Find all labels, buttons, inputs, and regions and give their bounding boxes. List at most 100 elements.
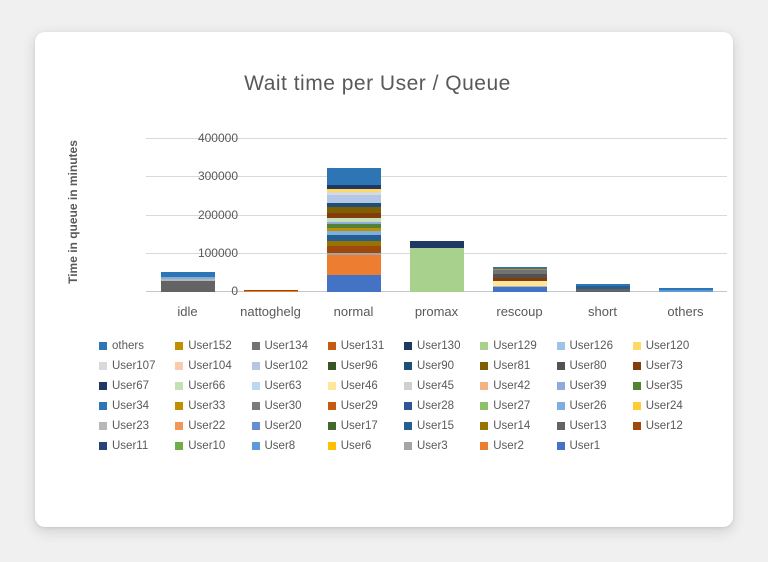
x-axis-label-idle: idle (177, 304, 198, 319)
legend-swatch-User80 (556, 362, 565, 370)
y-tick-label: 300000 (197, 169, 238, 184)
legend-item-User39: User39 (556, 380, 633, 392)
legend-item-User15: User15 (404, 420, 480, 432)
legend-label: User15 (417, 420, 455, 432)
legend-item-User104: User104 (175, 360, 251, 372)
legend-swatch-User129 (480, 342, 489, 350)
y-tick-label: 0 (231, 284, 238, 298)
bar-segment-normal-User33 (326, 227, 381, 231)
legend-item-User67: User67 (99, 380, 175, 392)
legend-swatch-others (99, 342, 107, 350)
legend-swatch-User131 (327, 342, 336, 350)
legend-swatch-User20 (251, 422, 260, 430)
bar-segment-normal-User73 (326, 212, 381, 218)
bar-segment-normal-User15 (326, 234, 381, 241)
legend-swatch-User42 (480, 382, 489, 390)
legend-label: User96 (340, 360, 378, 372)
legend-label: User26 (569, 400, 607, 412)
legend-swatch-User134 (251, 342, 260, 350)
bar-segment-normal-User107 (326, 191, 381, 196)
legend-swatch-User46 (327, 382, 336, 390)
legend-label: User130 (417, 340, 461, 352)
legend-item-User10: User10 (175, 440, 251, 452)
legend-item-User28: User28 (404, 400, 480, 412)
chart-legend: others User152 User134 User131 User130 User12… (99, 340, 709, 452)
legend-label: User11 (112, 440, 149, 452)
legend-label: User34 (112, 400, 150, 412)
x-axis-label-normal: normal (333, 304, 374, 319)
y-axis-title: Time in queue in minutes (66, 140, 80, 284)
legend-item-User23: User23 (99, 420, 175, 432)
legend-item-User130: User130 (404, 340, 480, 352)
legend-swatch-User104 (175, 362, 184, 370)
legend-swatch-User63 (251, 382, 260, 390)
bar-segment-normal-User130 (326, 185, 381, 189)
legend-item-User6: User6 (327, 440, 404, 452)
bar-segment-rescoup-User134 (492, 270, 547, 275)
legend-swatch-User26 (556, 402, 565, 410)
legend-label: User23 (112, 420, 150, 432)
legend-label: User6 (340, 440, 372, 452)
legend-label: User120 (645, 340, 690, 352)
legend-swatch-User45 (404, 382, 412, 390)
legend-label: User22 (188, 420, 226, 432)
legend-item-User26: User26 (556, 400, 633, 412)
legend-label: User107 (112, 360, 156, 372)
legend-label: User102 (264, 360, 308, 372)
bar-nattoghelg (243, 289, 298, 292)
bar-segment-normal-User2 (326, 254, 381, 275)
legend-label: User104 (188, 360, 232, 372)
bar-segment-normal-User14 (326, 240, 381, 246)
x-axis-label-rescoup: rescoup (496, 304, 543, 319)
legend-label: User39 (569, 380, 607, 392)
bar-segment-idle-User13 (160, 280, 215, 292)
legend-label: User13 (569, 420, 607, 432)
legend-item-User30: User30 (251, 400, 328, 412)
x-axis-labels: idle nattoghelg normal promax rescoup short ot… (146, 304, 727, 324)
legend-label: User81 (493, 360, 531, 372)
bar-segment-normal-User35 (326, 224, 381, 228)
legend-item-User22: User22 (175, 420, 251, 432)
legend-label: User63 (264, 380, 302, 392)
legend-label: User152 (188, 340, 232, 352)
legend-swatch-User8 (251, 442, 260, 450)
legend-swatch-User15 (404, 422, 412, 430)
bar-segment-normal-User90 (326, 202, 381, 208)
plot-area: 0 100000 200000 300000 400000 (146, 132, 727, 297)
bar-segment-normal-User39 (326, 221, 381, 225)
legend-label: User8 (264, 440, 296, 452)
bar-segment-rescoup-User46 (492, 281, 547, 287)
bar-segment-rescoup-User152 (492, 269, 547, 271)
bar-idle (160, 272, 215, 292)
legend-swatch-User67 (99, 382, 107, 390)
legend-swatch-User23 (99, 422, 107, 430)
legend-swatch-User17 (327, 422, 336, 430)
legend-swatch-User34 (99, 402, 107, 410)
legend-label: User80 (569, 360, 607, 372)
legend-swatch-User24 (632, 402, 641, 410)
chart-title: Wait time per User / Queue (244, 72, 511, 95)
legend-label: User28 (417, 400, 455, 412)
y-tick-label: 100000 (197, 245, 238, 260)
legend-item-User17: User17 (327, 420, 404, 432)
legend-swatch-User81 (480, 362, 489, 370)
bar-segment-normal-User12 (326, 245, 381, 253)
legend-item-User134: User134 (251, 340, 328, 352)
legend-item-User46: User46 (327, 380, 404, 392)
bar-segment-idle-User23 (160, 279, 215, 281)
legend-swatch-User10 (175, 442, 184, 450)
bar-segment-rescoup-User1 (492, 287, 547, 292)
legend-item-User81: User81 (480, 360, 556, 372)
legend-label: User46 (340, 380, 378, 392)
legend-swatch-User66 (175, 382, 184, 390)
legend-label: others (112, 340, 144, 352)
y-tick-label: 200000 (197, 207, 238, 222)
legend-swatch-User1 (556, 442, 565, 450)
legend-item-User3: User3 (404, 440, 480, 452)
legend-swatch-User6 (327, 442, 336, 450)
gridline-200000 (146, 214, 727, 216)
bar-segment-short-User13 (575, 288, 630, 292)
legend-label: User2 (493, 440, 524, 452)
legend-label: User67 (112, 380, 150, 392)
